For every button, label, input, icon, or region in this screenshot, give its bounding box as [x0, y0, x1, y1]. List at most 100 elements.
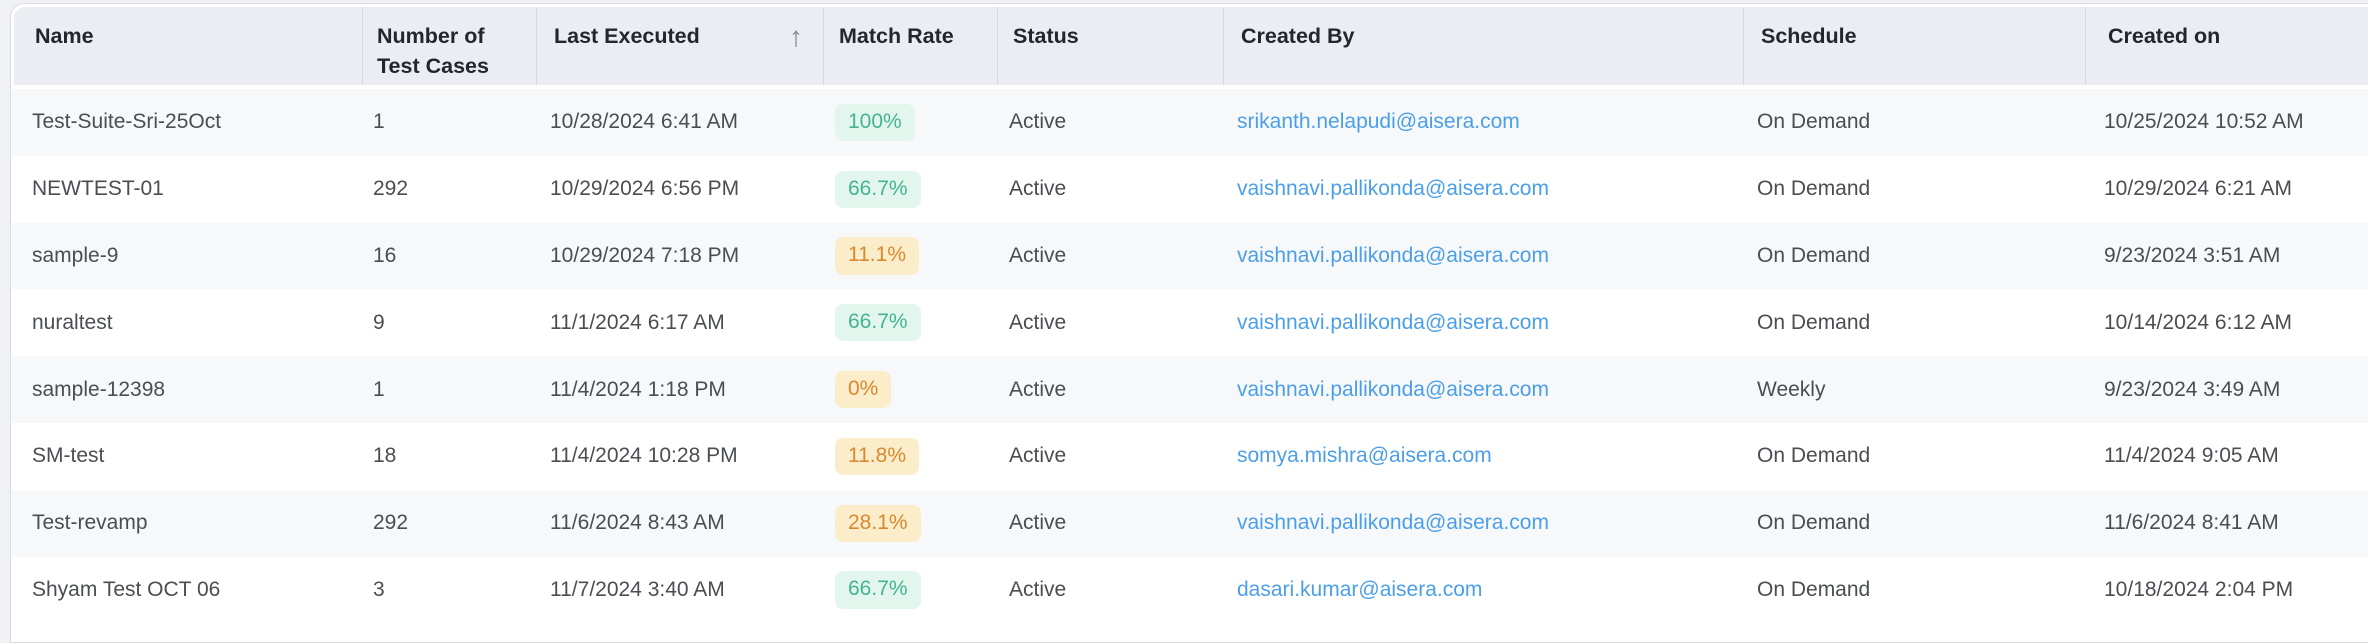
column-header-test-cases[interactable]: Number of Test Cases [362, 7, 536, 85]
name-cell: sample-9 [32, 243, 119, 267]
table-header-row: Name Number of Test Cases Last Executed … [14, 7, 2368, 85]
schedule-cell: On Demand [1757, 511, 1871, 535]
test-cases-cell: 3 [373, 577, 385, 601]
table-body: Test-Suite-Sri-25Oct 1 10/28/2024 6:41 A… [11, 89, 2368, 624]
match-rate-badge: 28.1% [835, 504, 921, 542]
table-row[interactable]: SM-test 18 11/4/2024 10:28 PM 11.8% Acti… [11, 422, 2368, 490]
sort-ascending-icon[interactable]: ↑ [789, 21, 803, 52]
name-cell: NEWTEST-01 [32, 177, 164, 201]
match-rate-cell: 11.8% [820, 437, 994, 475]
last-executed-cell: 11/4/2024 1:18 PM [550, 377, 726, 401]
test-cases-cell: 292 [373, 177, 409, 201]
table-row[interactable]: sample-9 16 10/29/2024 7:18 PM 11.1% Act… [11, 222, 2368, 290]
name-cell: Test-revamp [32, 511, 148, 535]
status-cell: Active [1009, 310, 1067, 334]
created-on-cell: 10/25/2024 10:52 AM [2104, 110, 2304, 134]
created-on-cell: 10/29/2024 6:21 AM [2104, 177, 2292, 201]
last-executed-cell: 11/4/2024 10:28 PM [550, 444, 738, 468]
schedule-cell: On Demand [1757, 243, 1871, 267]
match-rate-badge: 100% [835, 103, 915, 141]
schedule-cell: Weekly [1757, 377, 1826, 401]
schedule-cell: On Demand [1757, 444, 1871, 468]
created-on-cell: 9/23/2024 3:51 AM [2104, 243, 2281, 267]
name-cell: nuraltest [32, 310, 113, 334]
column-label: Schedule [1761, 24, 1857, 48]
match-rate-cell: 100% [820, 103, 994, 141]
status-cell: Active [1009, 110, 1067, 134]
created-by-email-link[interactable]: vaishnavi.pallikonda@aisera.com [1237, 377, 1549, 401]
match-rate-cell: 11.1% [820, 237, 994, 275]
match-rate-badge: 66.7% [835, 170, 921, 208]
status-cell: Active [1009, 177, 1067, 201]
table-row[interactable]: Shyam Test OCT 06 3 11/7/2024 3:40 AM 66… [11, 556, 2368, 624]
name-cell: Test-Suite-Sri-25Oct [32, 110, 222, 134]
column-header-created-by[interactable]: Created By [1223, 7, 1743, 85]
status-cell: Active [1009, 511, 1067, 535]
created-by-cell: vaishnavi.pallikonda@aisera.com [1220, 511, 1740, 535]
last-executed-cell: 10/29/2024 7:18 PM [550, 243, 740, 267]
column-header-match-rate[interactable]: Match Rate [823, 7, 997, 85]
table-row[interactable]: NEWTEST-01 292 10/29/2024 6:56 PM 66.7% … [11, 155, 2368, 223]
test-cases-cell: 1 [373, 377, 385, 401]
table-row[interactable]: Test-revamp 292 11/6/2024 8:43 AM 28.1% … [11, 489, 2368, 557]
last-executed-cell: 11/1/2024 6:17 AM [550, 310, 725, 334]
schedule-cell: On Demand [1757, 310, 1871, 334]
last-executed-cell: 11/7/2024 3:40 AM [550, 577, 725, 601]
column-header-last-executed[interactable]: Last Executed ↑ [536, 7, 823, 85]
status-cell: Active [1009, 444, 1067, 468]
test-cases-cell: 9 [373, 310, 385, 334]
schedule-cell: On Demand [1757, 177, 1871, 201]
created-on-cell: 9/23/2024 3:49 AM [2104, 377, 2281, 401]
test-cases-cell: 292 [373, 511, 409, 535]
match-rate-cell: 66.7% [820, 571, 994, 609]
created-on-cell: 11/6/2024 8:41 AM [2104, 511, 2279, 535]
column-label: Created on [2108, 24, 2221, 48]
test-cases-cell: 16 [373, 243, 397, 267]
match-rate-badge: 66.7% [835, 571, 921, 609]
column-header-name[interactable]: Name [14, 7, 362, 85]
match-rate-badge: 11.8% [835, 437, 919, 475]
status-cell: Active [1009, 377, 1067, 401]
table-row[interactable]: nuraltest 9 11/1/2024 6:17 AM 66.7% Acti… [11, 289, 2368, 357]
created-by-email-link[interactable]: srikanth.nelapudi@aisera.com [1237, 110, 1520, 134]
created-on-cell: 11/4/2024 9:05 AM [2104, 444, 2279, 468]
name-cell: sample-12398 [32, 377, 166, 401]
created-by-cell: vaishnavi.pallikonda@aisera.com [1220, 311, 1740, 335]
table-row[interactable]: Test-Suite-Sri-25Oct 1 10/28/2024 6:41 A… [11, 89, 2368, 156]
match-rate-cell: 66.7% [820, 304, 994, 342]
created-by-email-link[interactable]: dasari.kumar@aisera.com [1237, 577, 1483, 601]
column-header-created-on[interactable]: Created on [2085, 7, 2368, 85]
created-by-cell: vaishnavi.pallikonda@aisera.com [1220, 378, 1740, 402]
last-executed-cell: 10/29/2024 6:56 PM [550, 177, 740, 201]
created-on-cell: 10/18/2024 2:04 PM [2104, 577, 2294, 601]
column-label: Last Executed [554, 24, 700, 48]
column-header-schedule[interactable]: Schedule [1743, 7, 2085, 85]
created-by-email-link[interactable]: somya.mishra@aisera.com [1237, 444, 1492, 468]
created-by-cell: vaishnavi.pallikonda@aisera.com [1220, 177, 1740, 201]
created-by-email-link[interactable]: vaishnavi.pallikonda@aisera.com [1237, 310, 1549, 334]
created-on-cell: 10/14/2024 6:12 AM [2104, 310, 2292, 334]
created-by-cell: dasari.kumar@aisera.com [1220, 578, 1740, 602]
column-label: Name [35, 24, 94, 48]
last-executed-cell: 10/28/2024 6:41 AM [550, 110, 738, 134]
created-by-email-link[interactable]: vaishnavi.pallikonda@aisera.com [1237, 511, 1549, 535]
created-by-email-link[interactable]: vaishnavi.pallikonda@aisera.com [1237, 243, 1549, 267]
schedule-cell: On Demand [1757, 577, 1871, 601]
created-by-cell: somya.mishra@aisera.com [1220, 444, 1740, 468]
test-cases-cell: 1 [373, 110, 385, 134]
match-rate-badge: 0% [835, 371, 892, 409]
name-cell: Shyam Test OCT 06 [32, 577, 221, 601]
schedule-cell: On Demand [1757, 110, 1871, 134]
last-executed-cell: 11/6/2024 8:43 AM [550, 511, 725, 535]
match-rate-badge: 66.7% [835, 304, 921, 342]
match-rate-cell: 28.1% [820, 504, 994, 542]
status-cell: Active [1009, 577, 1067, 601]
column-label: Status [1013, 24, 1079, 48]
column-header-status[interactable]: Status [997, 7, 1223, 85]
status-cell: Active [1009, 243, 1067, 267]
name-cell: SM-test [32, 444, 105, 468]
table-row[interactable]: sample-12398 1 11/4/2024 1:18 PM 0% Acti… [11, 356, 2368, 423]
test-cases-cell: 18 [373, 444, 397, 468]
column-label: Number of Test Cases [377, 24, 489, 78]
created-by-email-link[interactable]: vaishnavi.pallikonda@aisera.com [1237, 177, 1549, 201]
